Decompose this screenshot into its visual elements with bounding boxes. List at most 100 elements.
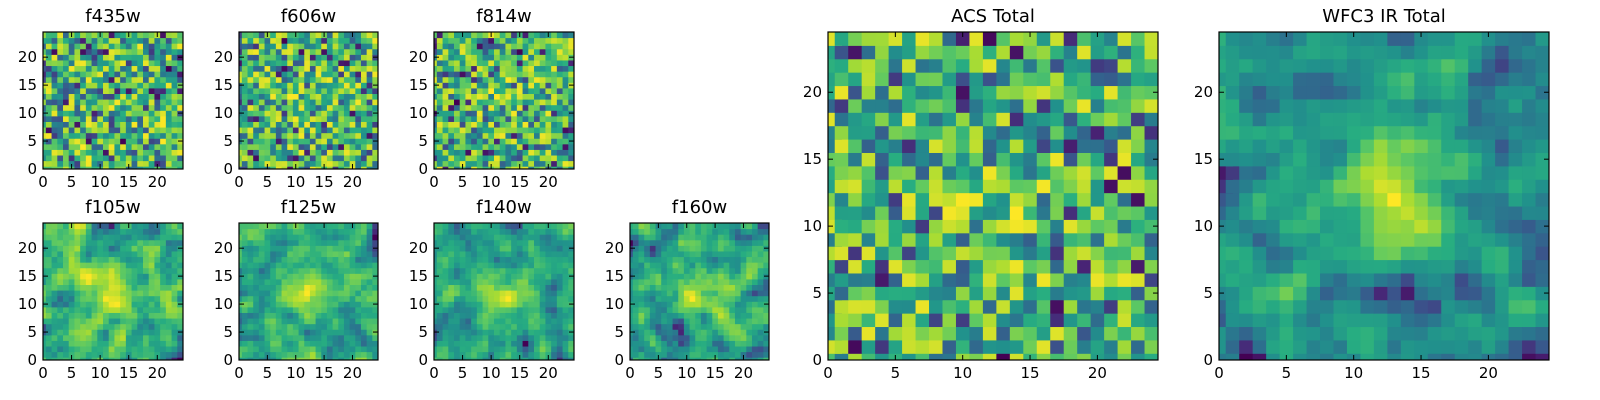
- heatmap-cell: [366, 155, 373, 162]
- heatmap-cell: [740, 346, 747, 353]
- heatmap-cell: [63, 318, 70, 325]
- heatmap-cell: [1077, 272, 1092, 287]
- heatmap-cell: [505, 346, 512, 353]
- heatmap-cell: [740, 306, 747, 313]
- heatmap-cell: [343, 82, 351, 89]
- heatmap-cell: [63, 340, 70, 347]
- heatmap-cell: [171, 93, 178, 100]
- heatmap-cell: [349, 323, 356, 330]
- heatmap-cell: [494, 93, 501, 100]
- heatmap-cell: [45, 127, 53, 134]
- heatmap-cell: [343, 104, 351, 111]
- heatmap-cell: [253, 306, 260, 313]
- heatmap-cell: [125, 234, 133, 241]
- x-tick-label: 15: [314, 364, 334, 382]
- heatmap-cell: [1023, 246, 1038, 261]
- heatmap-cell: [834, 232, 849, 247]
- heatmap-cell: [63, 351, 70, 358]
- heatmap-cell: [304, 43, 311, 50]
- heatmap-cell: [459, 245, 466, 252]
- heatmap-cell: [241, 273, 249, 280]
- heatmap-cell: [131, 306, 138, 313]
- heatmap-cell: [45, 110, 53, 117]
- heatmap-cell: [436, 340, 444, 347]
- heatmap-cell: [695, 250, 702, 258]
- heatmap-cell: [695, 234, 702, 241]
- heatmap-cell: [848, 219, 863, 234]
- heatmap-cell: [315, 82, 322, 89]
- heatmap-cell: [148, 166, 155, 170]
- heatmap-cell: [568, 357, 575, 361]
- heatmap-cell: [332, 71, 339, 78]
- heatmap-cell: [539, 65, 546, 72]
- heatmap-cell: [165, 65, 173, 72]
- heatmap-cell: [247, 143, 254, 150]
- heatmap-cell: [969, 339, 984, 354]
- heatmap-cell: [57, 295, 64, 302]
- heatmap-cell: [131, 234, 138, 241]
- heatmap-cell: [454, 301, 461, 308]
- y-tick-label: 5: [223, 323, 233, 342]
- heatmap-cell: [539, 37, 546, 44]
- heatmap-cell: [528, 138, 535, 145]
- heatmap-cell: [723, 223, 730, 230]
- heatmap-cell: [264, 87, 271, 95]
- heatmap-cell: [562, 323, 569, 330]
- heatmap-cell: [332, 323, 339, 330]
- heatmap-cell: [499, 71, 506, 78]
- heatmap-cell: [114, 351, 121, 358]
- heatmap-cell: [85, 160, 93, 167]
- heatmap-cell: [120, 267, 127, 274]
- heatmap-cell: [556, 127, 564, 134]
- heatmap-cell: [528, 290, 535, 297]
- heatmap-cell: [1050, 232, 1065, 247]
- heatmap-cell: [522, 239, 529, 246]
- heatmap-cell: [996, 299, 1011, 314]
- heatmap-cell: [488, 104, 495, 111]
- heatmap-cell: [85, 32, 93, 39]
- heatmap-cell: [177, 99, 184, 106]
- heatmap-cell: [270, 43, 277, 50]
- heatmap-cell: [315, 306, 322, 313]
- heatmap-cell: [436, 54, 444, 61]
- heatmap-cell: [321, 121, 328, 128]
- heatmap-cell: [165, 54, 173, 61]
- heatmap-cell: [534, 346, 541, 353]
- heatmap-cell: [1009, 246, 1024, 261]
- heatmap-cell: [678, 301, 685, 308]
- heatmap-cell: [522, 267, 529, 274]
- heatmap-cell: [649, 223, 657, 230]
- heatmap-cell: [114, 43, 121, 50]
- heatmap-cell: [661, 301, 668, 308]
- heatmap-cell: [1131, 313, 1146, 328]
- heatmap-cell: [482, 301, 489, 308]
- heatmap-cell: [332, 76, 339, 83]
- heatmap-cell: [528, 306, 535, 313]
- heatmap-cell: [143, 334, 150, 341]
- heatmap-cell: [476, 301, 484, 308]
- heatmap-cell: [338, 351, 345, 358]
- heatmap-cell: [63, 256, 70, 263]
- heatmap-cell: [292, 306, 300, 313]
- heatmap-cell: [969, 272, 984, 287]
- heatmap-f814w: [433, 31, 575, 170]
- heatmap-cell: [465, 143, 472, 150]
- x-tick-label: 0: [38, 173, 48, 191]
- heatmap-cell: [1144, 206, 1159, 220]
- heatmap-cell: [160, 357, 167, 361]
- heatmap-cell: [695, 278, 702, 286]
- heatmap-cell: [499, 160, 506, 167]
- heatmap-cell: [114, 104, 121, 111]
- heatmap-cell: [511, 234, 518, 241]
- heatmap-cell: [505, 132, 512, 139]
- heatmap-cell: [488, 59, 495, 67]
- x-tick-label: 20: [342, 364, 363, 382]
- heatmap-cell: [505, 138, 512, 145]
- heatmap-cell: [332, 256, 339, 263]
- heatmap-cell: [349, 334, 356, 341]
- heatmap-cell: [499, 65, 506, 72]
- heatmap-cell: [68, 138, 75, 145]
- heatmap-cell: [902, 339, 917, 354]
- heatmap-cell: [442, 155, 449, 162]
- heatmap-cell: [177, 121, 184, 128]
